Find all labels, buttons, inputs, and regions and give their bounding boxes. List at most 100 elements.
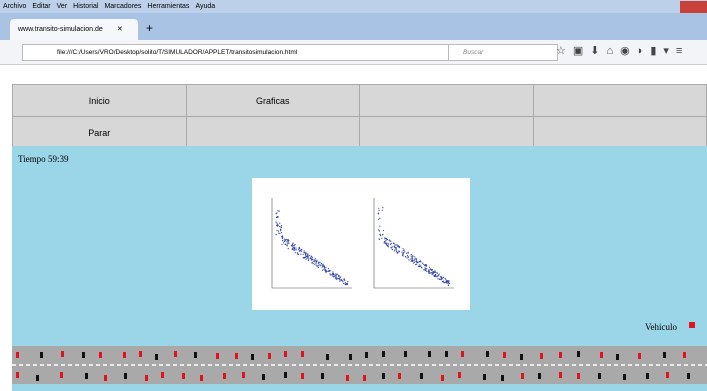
vehicle	[262, 374, 265, 380]
plot-point	[421, 267, 422, 268]
plot-point	[415, 261, 416, 262]
vehicle	[616, 354, 619, 360]
plot-point	[419, 264, 420, 265]
menu-item[interactable]: Historial	[73, 3, 98, 10]
plot-point	[441, 278, 442, 279]
menu-item[interactable]: Archivo	[3, 3, 26, 10]
vehicle	[194, 352, 197, 358]
plot-point	[280, 230, 281, 231]
vehicle	[85, 373, 88, 379]
plot-point	[448, 281, 449, 282]
plot-point	[385, 240, 386, 241]
plot-point	[286, 239, 287, 240]
plot-point	[315, 258, 316, 259]
vehicle	[40, 352, 43, 358]
plot-point	[334, 274, 335, 275]
plot-point	[325, 272, 326, 273]
plot-point	[424, 265, 425, 266]
menu-item[interactable]: Ayuda	[195, 3, 215, 10]
plot-point	[335, 278, 336, 279]
plot-point	[394, 249, 395, 250]
plot-point	[423, 264, 424, 265]
plot-point	[408, 259, 409, 260]
plot-point	[379, 210, 380, 211]
new-tab[interactable]: +	[146, 21, 153, 35]
plot-point	[305, 259, 306, 260]
plot-point	[379, 230, 380, 231]
plot-point	[293, 242, 294, 243]
plot-point	[342, 281, 343, 282]
vehicle	[216, 353, 219, 359]
plot-point	[383, 242, 384, 243]
plot-point	[314, 261, 315, 262]
plot-point	[293, 245, 294, 246]
plot-point	[281, 232, 282, 233]
plot-point	[398, 246, 399, 247]
plot-point	[339, 277, 340, 278]
vehicle	[559, 372, 562, 378]
menu-item[interactable]: Ver	[57, 3, 68, 10]
plot-point	[295, 247, 296, 248]
vehicle	[155, 354, 158, 360]
toolbar-icons: ☆▣⬇⌂◉◗▮▾≡	[556, 44, 689, 57]
charts-button[interactable]: Graficas	[186, 85, 360, 117]
plot-point	[344, 278, 345, 279]
vehicle	[503, 352, 506, 358]
plot-point	[292, 245, 293, 246]
plot-point	[439, 273, 440, 274]
plot-point	[424, 267, 425, 268]
plot-point	[429, 272, 430, 273]
plot-point	[317, 265, 318, 266]
plot-point	[425, 264, 426, 265]
menu-item[interactable]: Editar	[32, 3, 50, 10]
plot-point	[399, 246, 400, 247]
plot-point	[314, 260, 315, 261]
vehicle	[36, 375, 39, 381]
plot-point	[425, 269, 426, 270]
vehicle	[461, 351, 464, 357]
vehicle	[663, 352, 666, 358]
vehicle	[16, 352, 19, 358]
plot-point	[390, 244, 391, 245]
plot-point	[297, 252, 298, 253]
plot-point	[439, 279, 440, 280]
tab-bar: www.transito-simulacion.de✕ +	[0, 13, 707, 40]
plot-point	[279, 211, 280, 212]
plot-point	[446, 280, 447, 281]
plot-point	[320, 265, 321, 266]
stop-button[interactable]: Parar	[13, 117, 187, 149]
plot-point	[280, 229, 281, 230]
plot-point	[382, 210, 383, 211]
plot-point	[406, 257, 407, 258]
plot-point	[406, 253, 407, 254]
vehicle	[124, 373, 127, 379]
vehicle	[404, 351, 407, 357]
url-field[interactable]: file:///C:/Users/VRO/Desktop/solito/T/SI…	[22, 44, 478, 61]
plot-point	[308, 259, 309, 260]
plot-point	[420, 266, 421, 267]
vehicle	[420, 373, 423, 379]
plot-point	[445, 281, 446, 282]
tab[interactable]: www.transito-simulacion.de✕	[10, 19, 138, 40]
vehicle	[349, 354, 352, 360]
vehicle	[161, 372, 164, 378]
vehicle	[16, 372, 19, 378]
plot-point	[287, 239, 288, 240]
plot-point	[333, 274, 334, 275]
menu-item[interactable]: Marcadores	[104, 3, 141, 10]
plot-point	[448, 283, 449, 284]
plot-point	[301, 249, 302, 250]
close-window[interactable]	[680, 1, 707, 13]
vehicle	[458, 372, 461, 378]
plot-point	[419, 261, 420, 262]
start-button[interactable]: Inicio	[13, 85, 187, 117]
plot-point	[286, 241, 287, 242]
plot-point	[426, 268, 427, 269]
menu-item[interactable]: Herramientas	[147, 3, 189, 10]
plot-point	[334, 276, 335, 277]
vehicle	[398, 373, 401, 379]
plot-point	[397, 253, 398, 254]
road	[12, 346, 707, 384]
search-field[interactable]: Buscar	[448, 44, 558, 61]
plot-point	[278, 216, 279, 217]
